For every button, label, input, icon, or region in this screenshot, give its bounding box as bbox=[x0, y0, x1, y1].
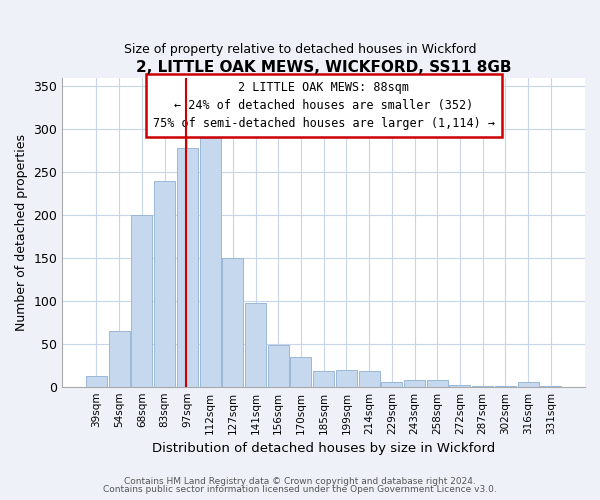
Text: Contains public sector information licensed under the Open Government Licence v3: Contains public sector information licen… bbox=[103, 485, 497, 494]
Bar bbox=[223, 258, 243, 386]
Bar bbox=[404, 380, 425, 386]
Bar bbox=[268, 344, 289, 387]
Bar bbox=[382, 382, 402, 386]
Bar bbox=[177, 148, 198, 386]
Bar bbox=[336, 370, 357, 386]
Text: 2 LITTLE OAK MEWS: 88sqm
← 24% of detached houses are smaller (352)
75% of semi-: 2 LITTLE OAK MEWS: 88sqm ← 24% of detach… bbox=[152, 80, 494, 130]
Title: 2, LITTLE OAK MEWS, WICKFORD, SS11 8GB: 2, LITTLE OAK MEWS, WICKFORD, SS11 8GB bbox=[136, 60, 511, 75]
Bar bbox=[131, 215, 152, 386]
Y-axis label: Number of detached properties: Number of detached properties bbox=[15, 134, 28, 330]
Bar bbox=[154, 180, 175, 386]
Bar bbox=[86, 376, 107, 386]
Text: Contains HM Land Registry data © Crown copyright and database right 2024.: Contains HM Land Registry data © Crown c… bbox=[124, 477, 476, 486]
Bar bbox=[359, 371, 380, 386]
Bar bbox=[245, 304, 266, 386]
Bar bbox=[449, 385, 470, 386]
Bar bbox=[109, 331, 130, 386]
Bar bbox=[313, 371, 334, 386]
Bar bbox=[290, 356, 311, 386]
X-axis label: Distribution of detached houses by size in Wickford: Distribution of detached houses by size … bbox=[152, 442, 495, 455]
Bar bbox=[518, 382, 539, 386]
Bar bbox=[200, 138, 221, 386]
Text: Size of property relative to detached houses in Wickford: Size of property relative to detached ho… bbox=[124, 42, 476, 56]
Bar bbox=[427, 380, 448, 386]
